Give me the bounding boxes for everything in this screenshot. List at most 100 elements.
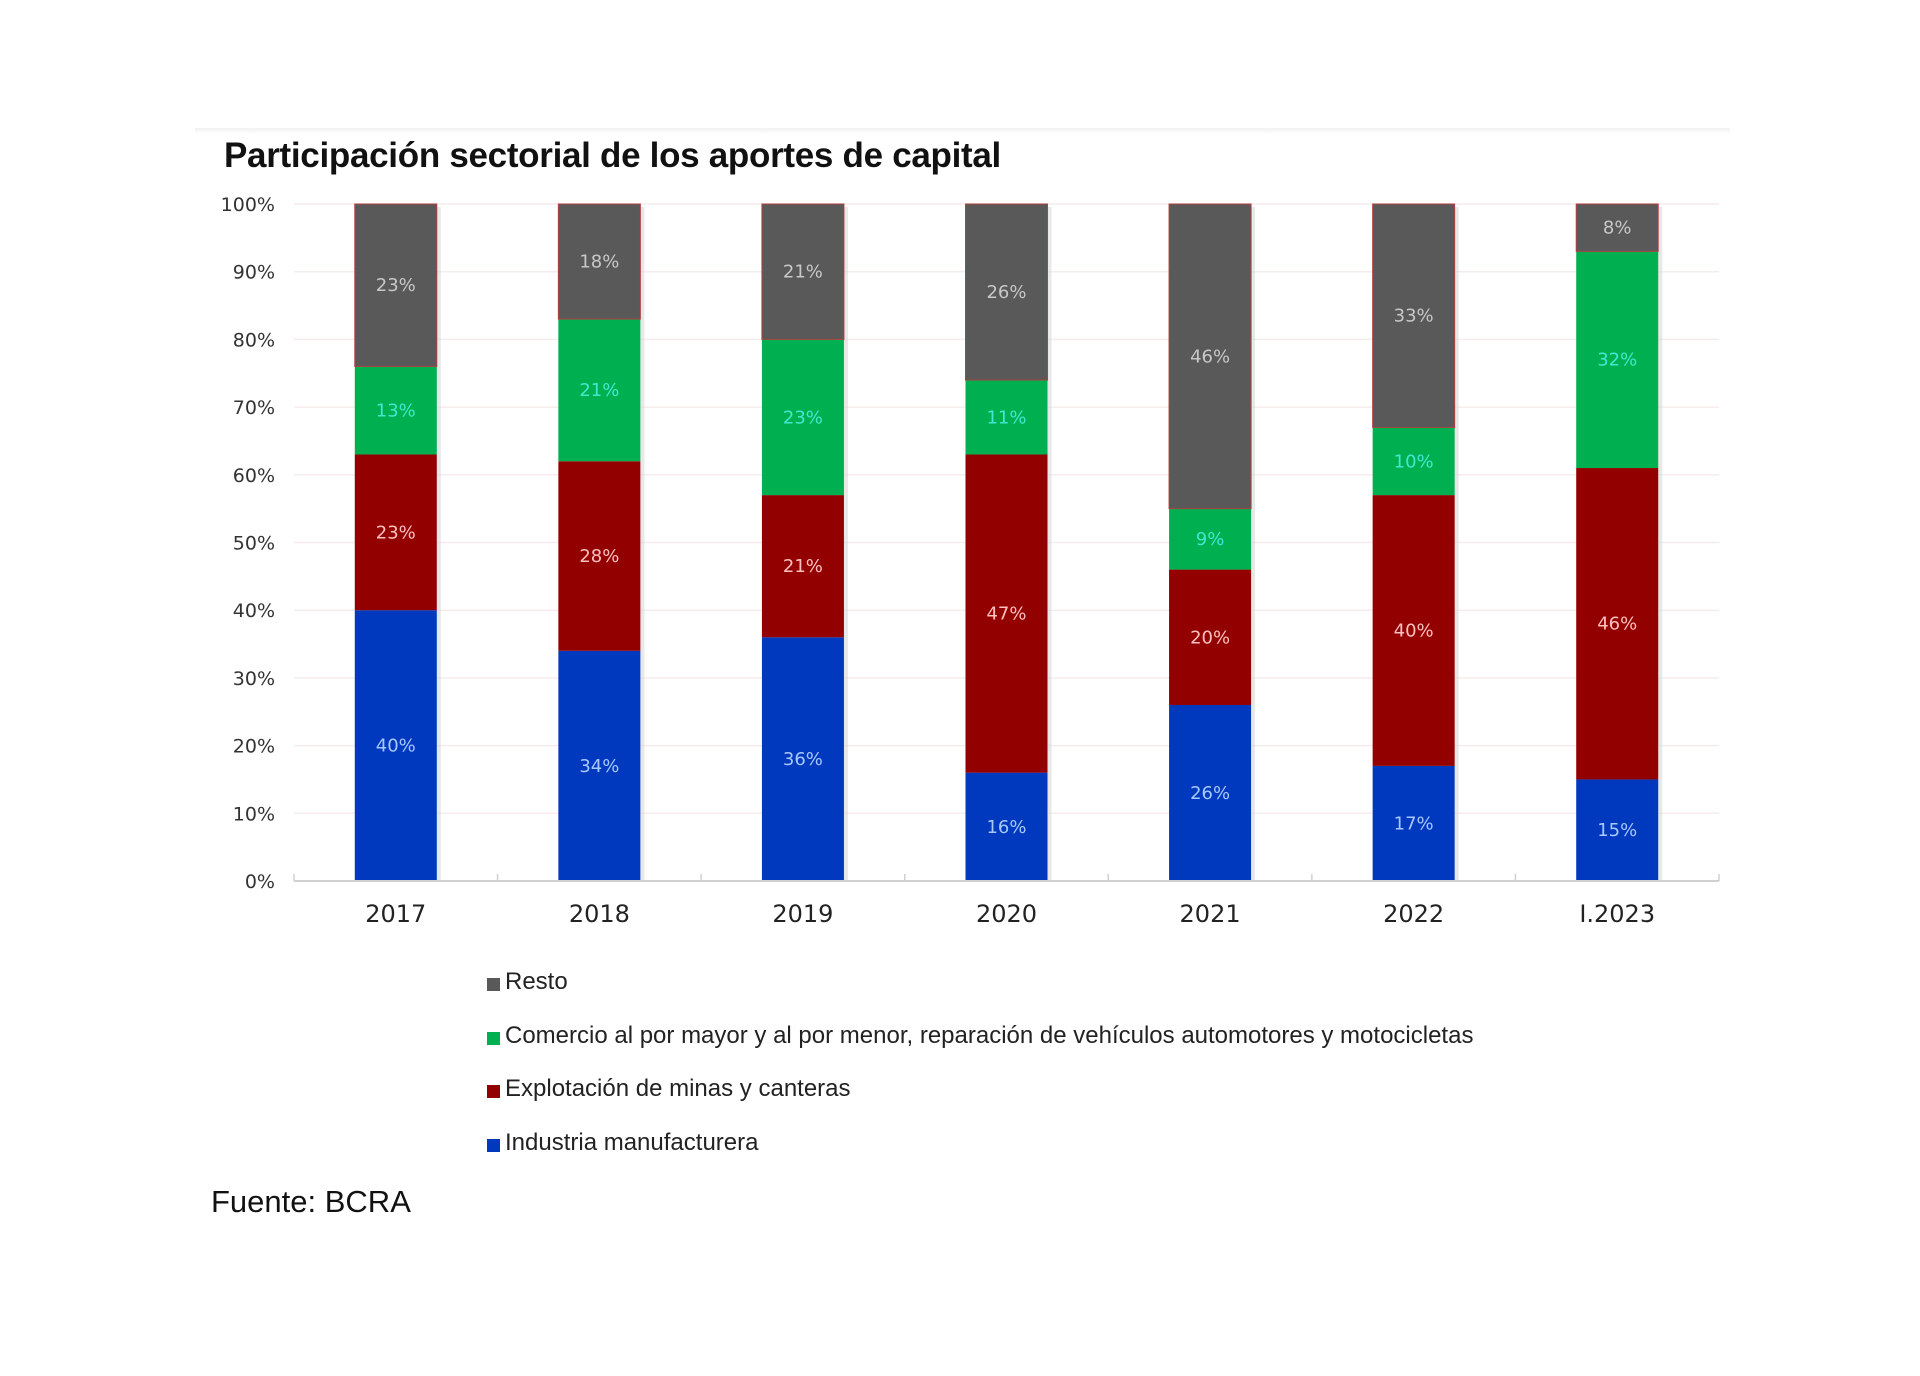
chart-title: Participación sectorial de los aportes d…: [224, 136, 1001, 175]
data-label: 18%: [579, 252, 619, 273]
legend-label: Comercio al por mayor y al por menor, re…: [505, 1021, 1474, 1049]
legend-swatch: [487, 1138, 500, 1152]
top-divider: [195, 128, 1730, 134]
x-tick-label: I.2023: [1579, 900, 1655, 928]
bar-segment: [1575, 203, 1659, 252]
bar-segment: [965, 454, 1048, 773]
bar-stack-I.2023: 15% 46% 32% 8%: [1575, 203, 1663, 881]
data-label: 28%: [579, 546, 619, 567]
data-label: 46%: [1190, 346, 1230, 367]
data-label: 21%: [579, 380, 619, 401]
source-note: Fuente: BCRA: [211, 1184, 411, 1219]
bar-segment: [761, 339, 844, 496]
x-axis-ticks: 2017 2018 2019 2020 2021 2022 I.2023: [365, 900, 1655, 928]
data-label: 21%: [783, 556, 823, 577]
legend-label: Resto: [505, 968, 568, 995]
bar-segment: [354, 454, 437, 611]
data-label: 26%: [1190, 783, 1230, 804]
bar-segment: [1169, 508, 1252, 570]
bar-segment: [761, 203, 845, 340]
legend-swatch: [487, 978, 500, 991]
bar-stack-2019: 36% 21% 23% 21%: [761, 203, 848, 881]
bar-segment: [965, 203, 1048, 381]
bar-stack-2017: 40% 23% 13% 23%: [354, 203, 441, 881]
bar-stack-2021: 26% 20% 9% 46%: [1168, 203, 1256, 881]
data-label: 34%: [579, 756, 619, 777]
data-label: 26%: [986, 282, 1026, 303]
data-label: 13%: [376, 400, 416, 421]
legend-item-mineria: Explotación de minas y canteras: [487, 1075, 1473, 1129]
bar-segment: [1169, 704, 1252, 881]
legend-swatch: [487, 1085, 500, 1098]
data-label: 46%: [1597, 614, 1637, 635]
x-tick-label: 2018: [569, 900, 630, 928]
data-label: 17%: [1394, 813, 1434, 834]
y-tick-label: 20%: [233, 736, 275, 758]
legend-label: Industria manufacturera: [505, 1128, 759, 1156]
legend-item-industria: Industria manufacturera: [487, 1129, 1473, 1183]
bar-segment: [965, 772, 1048, 881]
bar-segment: [1169, 569, 1252, 705]
data-label: 23%: [376, 275, 416, 296]
y-axis-ticks: 0% 10% 20% 30% 40% 50% 60% 70% 80% 90% 100%: [221, 194, 275, 893]
y-tick-label: 50%: [233, 533, 275, 555]
data-label: 47%: [986, 604, 1026, 625]
bar-segment: [557, 203, 641, 320]
bars: 40% 23% 13% 23% 34% 28% 21% 18% 36% 21% 23% 21% 16% 4…: [354, 203, 1663, 881]
y-tick-label: 100%: [221, 194, 275, 216]
x-tick-label: 2019: [772, 900, 833, 928]
legend-swatch: [487, 1031, 500, 1045]
data-label: 16%: [986, 817, 1026, 838]
legend-label: Explotación de minas y canteras: [505, 1075, 851, 1102]
x-tick-label: 2017: [365, 900, 426, 928]
y-tick-label: 70%: [233, 397, 275, 419]
bar-segment: [354, 366, 437, 455]
bar-stack-2022: 17% 40% 10% 33%: [1372, 203, 1459, 881]
data-label: 36%: [783, 749, 823, 770]
y-tick-label: 60%: [233, 465, 275, 487]
data-label: 40%: [1394, 621, 1434, 642]
data-label: 33%: [1394, 306, 1434, 327]
bar-segment: [761, 495, 844, 638]
x-tick-label: 2020: [976, 900, 1037, 928]
legend: Resto Comercio al por mayor y al por men…: [487, 968, 1473, 1182]
bar-segment: [354, 203, 438, 367]
legend-item-resto: Resto: [487, 968, 1473, 1022]
bar-segment: [1372, 203, 1456, 428]
bar-segment: [965, 380, 1048, 455]
legend-item-comercio: Comercio al por mayor y al por menor, re…: [487, 1022, 1473, 1076]
bar-stack-2018: 34% 28% 21% 18%: [557, 203, 645, 881]
bar-segment: [761, 637, 844, 881]
y-tick-label: 0%: [245, 871, 275, 893]
data-label: 40%: [376, 736, 416, 757]
bar-segment: [1576, 468, 1659, 780]
data-label: 9%: [1196, 529, 1225, 550]
data-label: 10%: [1394, 451, 1434, 472]
y-tick-label: 40%: [233, 600, 275, 622]
y-tick-label: 10%: [233, 803, 275, 825]
bar-segment: [1168, 203, 1252, 510]
y-tick-label: 90%: [233, 262, 275, 284]
data-label: 8%: [1603, 218, 1632, 239]
bar-stack-2020: 16% 47% 11% 26%: [965, 203, 1052, 881]
stacked-bar-chart: 0% 10% 20% 30% 40% 50% 60% 70% 80% 90% 100% 40% 23%…: [221, 194, 1720, 928]
y-tick-label: 80%: [233, 329, 275, 351]
data-label: 23%: [376, 522, 416, 543]
bar-segment: [1372, 765, 1455, 881]
bar-segment: [558, 461, 641, 651]
data-label: 20%: [1190, 627, 1230, 648]
data-label: 11%: [986, 407, 1026, 428]
bar-segment: [1576, 779, 1659, 881]
x-axis: [293, 874, 1720, 882]
data-label: 32%: [1597, 350, 1637, 371]
y-tick-label: 30%: [233, 668, 275, 690]
bar-segment: [1372, 495, 1455, 766]
bar-segment: [1372, 427, 1455, 496]
bar-segment: [354, 610, 437, 881]
data-label: 23%: [783, 407, 823, 428]
x-tick-label: 2021: [1180, 900, 1241, 928]
bar-segment: [1576, 251, 1659, 469]
bar-segment: [558, 319, 641, 462]
data-label: 21%: [783, 262, 823, 283]
bar-segment: [558, 650, 641, 881]
